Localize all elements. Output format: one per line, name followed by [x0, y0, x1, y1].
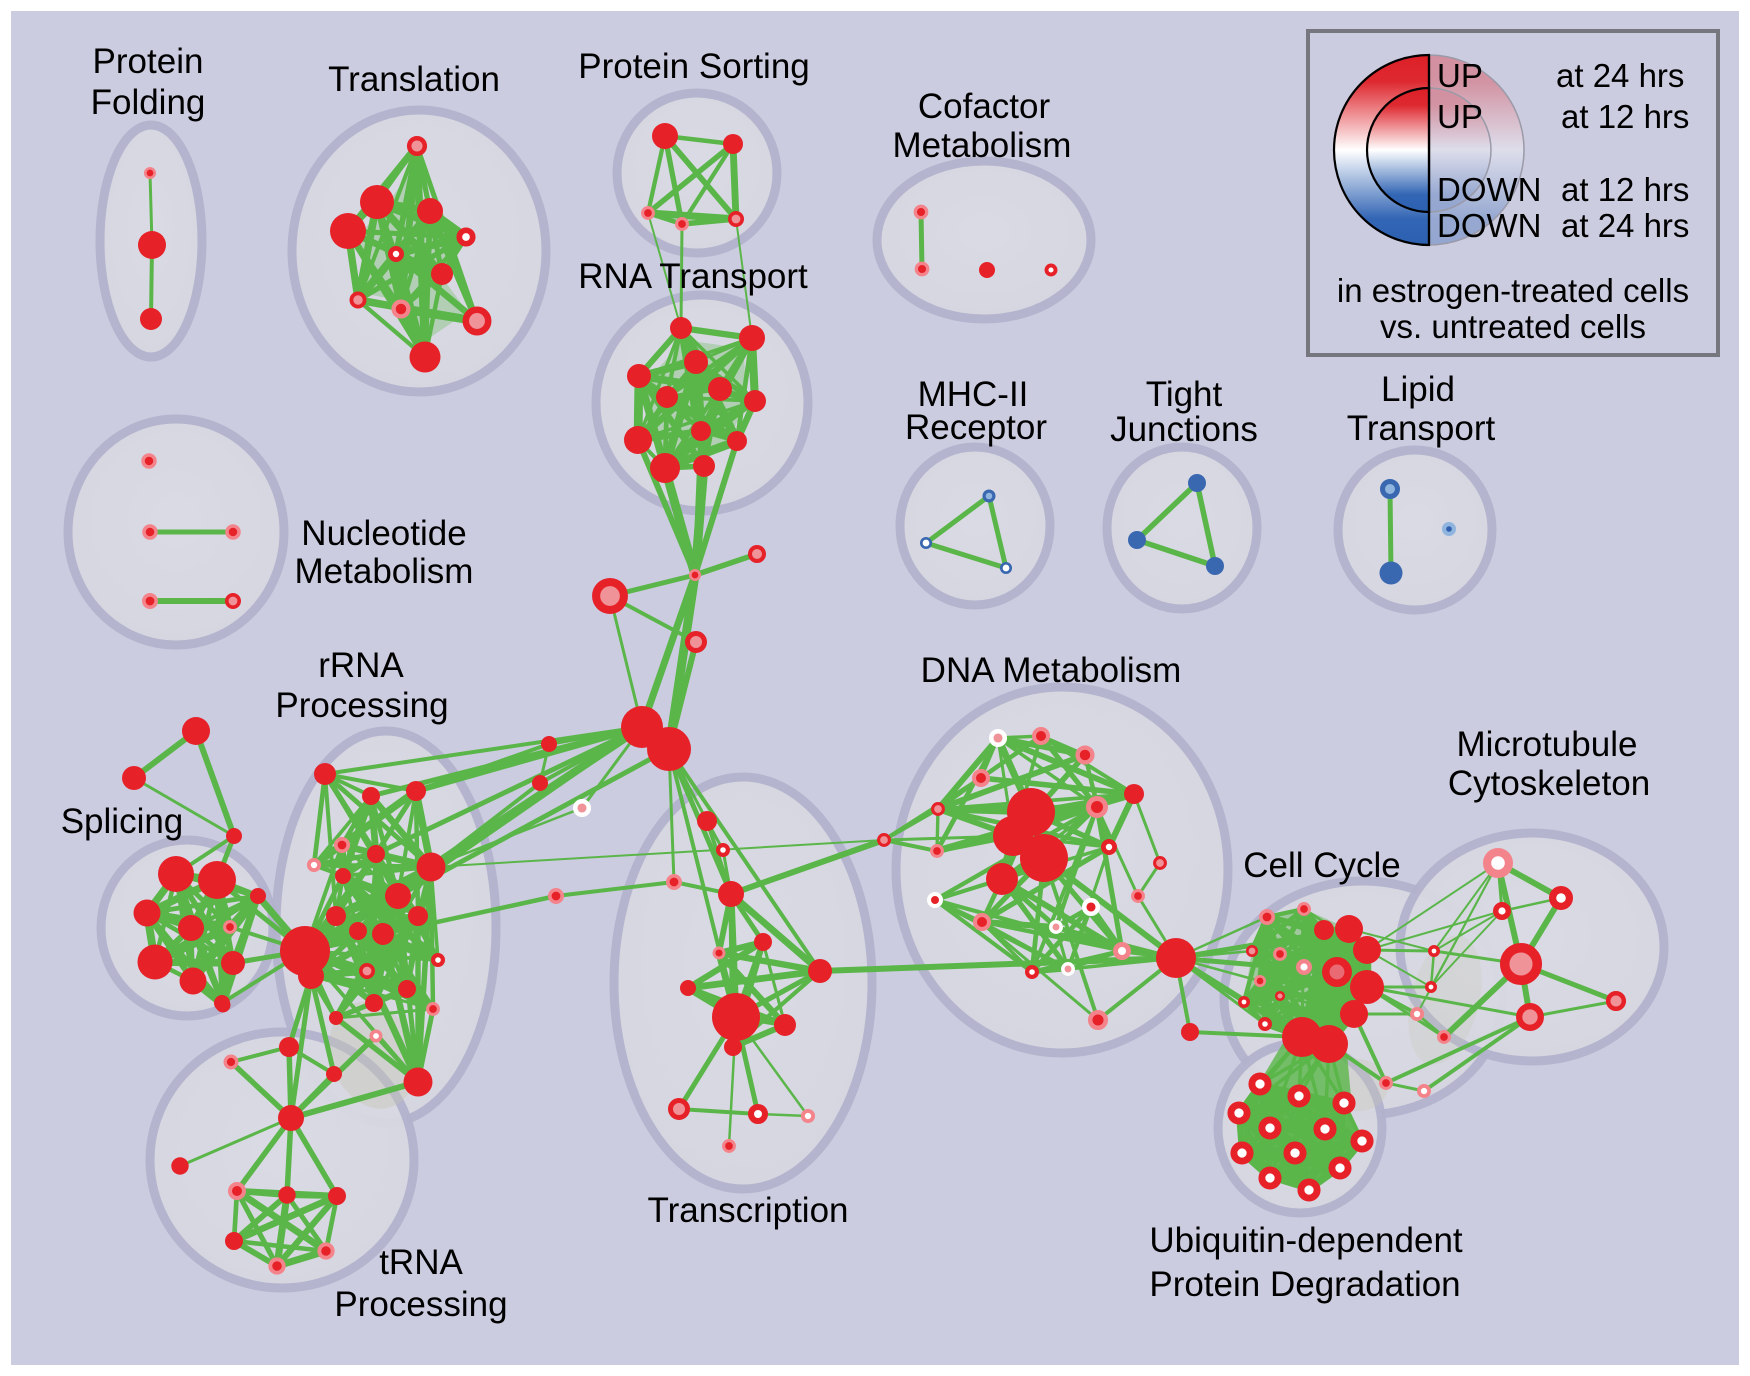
svg-text:at 24 hrs: at 24 hrs: [1556, 57, 1684, 94]
svg-text:Lipid: Lipid: [1381, 370, 1455, 409]
svg-text:Cell Cycle: Cell Cycle: [1243, 846, 1401, 885]
svg-text:Junctions: Junctions: [1110, 410, 1258, 449]
svg-text:at 12 hrs: at 12 hrs: [1561, 171, 1689, 208]
svg-text:Receptor: Receptor: [905, 408, 1047, 447]
svg-text:rRNA: rRNA: [318, 646, 404, 685]
svg-text:Processing: Processing: [334, 1285, 507, 1324]
svg-text:tRNA: tRNA: [379, 1243, 463, 1282]
svg-text:vs. untreated cells: vs. untreated cells: [1380, 308, 1646, 345]
svg-text:at 24 hrs: at 24 hrs: [1561, 207, 1689, 244]
svg-text:Microtubule: Microtubule: [1457, 725, 1638, 764]
svg-text:in estrogen-treated cells: in estrogen-treated cells: [1337, 272, 1689, 309]
svg-text:Metabolism: Metabolism: [893, 126, 1072, 165]
svg-text:Cofactor: Cofactor: [918, 87, 1051, 126]
svg-text:UP: UP: [1437, 98, 1483, 135]
svg-text:UP: UP: [1437, 57, 1483, 94]
svg-text:Translation: Translation: [328, 60, 500, 99]
svg-text:MHC-II: MHC-II: [918, 375, 1029, 414]
svg-text:Protein Sorting: Protein Sorting: [578, 47, 810, 86]
svg-text:DNA Metabolism: DNA Metabolism: [921, 651, 1182, 690]
svg-text:Processing: Processing: [275, 686, 448, 725]
svg-text:Tight: Tight: [1146, 375, 1223, 414]
svg-text:at 12 hrs: at 12 hrs: [1561, 98, 1689, 135]
svg-text:DOWN: DOWN: [1437, 207, 1541, 244]
svg-text:Splicing: Splicing: [61, 802, 184, 841]
svg-text:Nucleotide: Nucleotide: [301, 514, 466, 553]
svg-text:Ubiquitin-dependent: Ubiquitin-dependent: [1149, 1221, 1463, 1260]
svg-text:Folding: Folding: [91, 83, 206, 122]
svg-text:Cytoskeleton: Cytoskeleton: [1448, 764, 1650, 803]
svg-text:Transport: Transport: [1347, 409, 1496, 448]
svg-text:Transcription: Transcription: [648, 1191, 849, 1230]
svg-text:RNA Transport: RNA Transport: [578, 257, 808, 296]
svg-text:Protein Degradation: Protein Degradation: [1149, 1265, 1460, 1304]
svg-text:Protein: Protein: [93, 42, 204, 81]
svg-text:DOWN: DOWN: [1437, 171, 1541, 208]
svg-text:Metabolism: Metabolism: [295, 552, 474, 591]
